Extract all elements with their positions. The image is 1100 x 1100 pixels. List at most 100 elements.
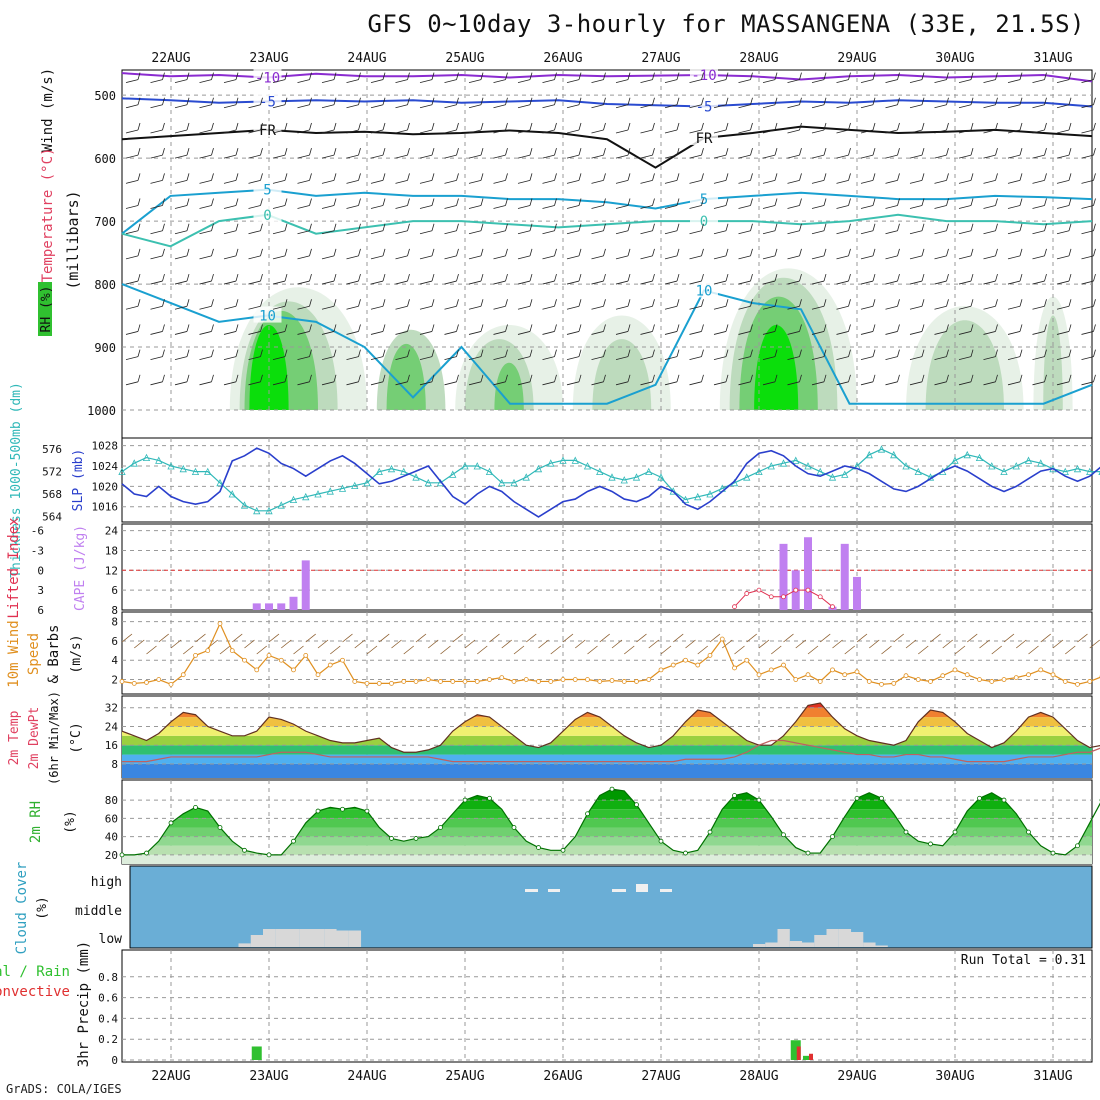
wind-barb xyxy=(738,255,751,260)
cape-bar xyxy=(277,603,286,610)
cape-tick-label: 12 xyxy=(105,564,118,577)
thickness-line-marker xyxy=(363,478,371,487)
wind-barb xyxy=(946,72,949,80)
wind-speed-line-marker xyxy=(462,679,468,684)
wind-barb xyxy=(1093,349,1096,357)
y-tick-label: 600 xyxy=(94,152,116,166)
wind-barb xyxy=(958,129,972,134)
wind-barb xyxy=(186,122,190,131)
wind-barb xyxy=(480,273,484,282)
wind-barb xyxy=(542,79,555,83)
cloud-bar-low xyxy=(789,941,803,947)
wind-barb xyxy=(1068,148,1072,156)
wind-barb xyxy=(640,381,653,386)
wind-barb xyxy=(921,349,925,357)
wind-barb xyxy=(738,205,751,209)
wind-barb xyxy=(468,104,482,109)
wind-barb xyxy=(370,179,384,184)
wind-barb xyxy=(689,230,702,235)
wind-speed-line-marker xyxy=(536,679,541,684)
wind-barb xyxy=(958,230,972,235)
wind-barb xyxy=(456,173,459,181)
wind-barb xyxy=(419,255,433,260)
wind-speed-line-marker xyxy=(572,677,578,682)
wind-barb xyxy=(640,280,653,285)
wind-barb xyxy=(627,223,631,231)
wind-barb xyxy=(983,179,996,184)
wind-barb xyxy=(746,633,757,643)
wind-barb xyxy=(1056,356,1070,361)
wind-barb xyxy=(640,205,653,209)
rh-axis-unit: (%) xyxy=(63,810,78,833)
wind-barb xyxy=(125,331,139,335)
wind-barb xyxy=(860,205,874,209)
wind-speed-line-marker xyxy=(474,679,480,684)
wind-barb xyxy=(333,122,337,131)
wind-barb xyxy=(774,223,778,231)
wind-barb xyxy=(762,255,776,260)
wind-barb xyxy=(1056,104,1070,109)
wind-barb xyxy=(1081,381,1094,386)
wind-speed-line-marker xyxy=(560,677,566,682)
rh-shade xyxy=(925,320,1004,410)
wind-barb xyxy=(468,79,482,83)
wind-barb xyxy=(346,104,359,109)
wind-barb xyxy=(1007,154,1021,159)
wind-barb xyxy=(199,79,212,83)
wind-barb xyxy=(137,324,141,332)
wind-barb xyxy=(1007,305,1021,310)
wind-barb xyxy=(701,273,704,282)
wind-speed-line-marker xyxy=(964,672,970,678)
wind-barb xyxy=(223,305,237,310)
wind-barb xyxy=(1056,280,1070,285)
wind-barb xyxy=(1007,331,1021,335)
wind-barb xyxy=(260,148,263,156)
wind-speed-line-marker xyxy=(1026,672,1031,678)
cloud-bar-low xyxy=(275,929,288,947)
wind-barb xyxy=(195,633,206,643)
wind-barb xyxy=(823,248,827,256)
wind-barb xyxy=(872,299,876,307)
wind-barb xyxy=(505,374,508,382)
wind-barb xyxy=(186,223,190,231)
wind-barb xyxy=(529,324,533,332)
wind-barb xyxy=(946,324,949,332)
rh-line-marker xyxy=(438,825,443,830)
wind-barb xyxy=(309,122,312,131)
wind-barb xyxy=(713,179,727,184)
wind-barb xyxy=(501,639,512,649)
wind-barb xyxy=(676,349,680,357)
li-line-marker xyxy=(793,587,799,593)
wind-barb xyxy=(1044,122,1047,131)
wind-barb xyxy=(1032,381,1045,386)
wind-barb xyxy=(554,148,557,156)
wind-barb xyxy=(869,639,880,649)
wind-barb xyxy=(468,305,482,310)
cape-tick-label: 6 xyxy=(111,584,118,597)
wind-barb xyxy=(860,129,874,134)
wind-barb xyxy=(909,305,923,310)
wind-barb xyxy=(554,173,557,181)
rh-line-marker xyxy=(634,802,639,808)
wind-barb xyxy=(346,179,359,184)
rh-line-marker xyxy=(462,797,468,803)
wind-barb xyxy=(689,129,702,134)
wind-barb xyxy=(1056,305,1070,310)
wind-barb xyxy=(493,331,506,335)
wind-barb xyxy=(758,639,770,649)
wind-barb xyxy=(186,72,190,80)
wind-barb xyxy=(811,381,825,386)
wind-speed-line-marker xyxy=(756,672,762,678)
wind-barb xyxy=(125,280,139,285)
wind-barb xyxy=(591,230,604,235)
wind-barb xyxy=(284,97,288,105)
temp-axis-unit: (°C) xyxy=(69,722,84,753)
wind-barb xyxy=(174,205,188,209)
isotherm-label: 5 xyxy=(263,183,271,199)
wind-speed-line-marker xyxy=(156,677,162,682)
wind-barb xyxy=(946,173,949,181)
rh-line-marker xyxy=(389,836,394,841)
wind-barb xyxy=(921,374,925,382)
wind-barb xyxy=(431,72,435,80)
wind-barb xyxy=(272,205,286,209)
